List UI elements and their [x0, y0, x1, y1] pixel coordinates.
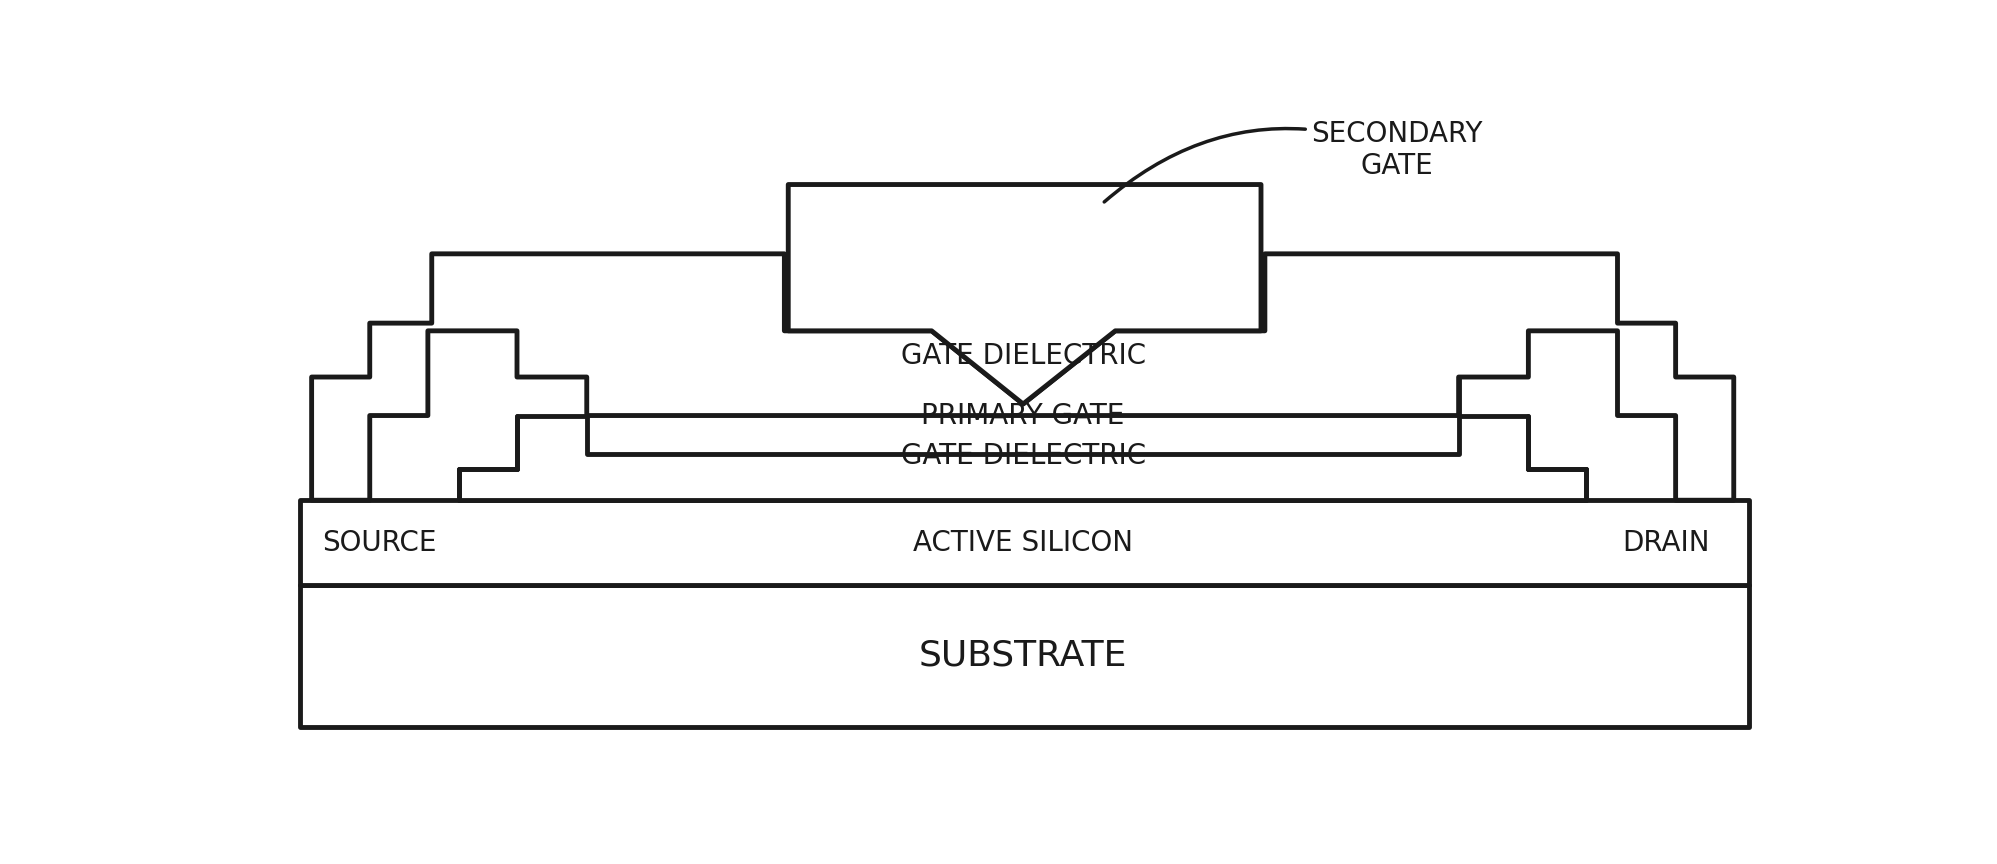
- Text: SOURCE: SOURCE: [324, 529, 437, 556]
- Text: DRAIN: DRAIN: [1624, 529, 1709, 556]
- Text: SUBSTRATE: SUBSTRATE: [919, 638, 1126, 673]
- Polygon shape: [459, 416, 1586, 500]
- Polygon shape: [300, 585, 1749, 727]
- Text: PRIMARY GATE: PRIMARY GATE: [921, 402, 1124, 429]
- Text: GATE DIELECTRIC: GATE DIELECTRIC: [901, 342, 1146, 371]
- Polygon shape: [312, 254, 1733, 500]
- Polygon shape: [587, 377, 1458, 454]
- Polygon shape: [789, 185, 1260, 404]
- Text: GATE DIELECTRIC: GATE DIELECTRIC: [901, 442, 1146, 470]
- Text: SECONDARY
GATE: SECONDARY GATE: [1104, 120, 1482, 202]
- Text: ACTIVE SILICON: ACTIVE SILICON: [913, 529, 1132, 556]
- Polygon shape: [300, 500, 1749, 585]
